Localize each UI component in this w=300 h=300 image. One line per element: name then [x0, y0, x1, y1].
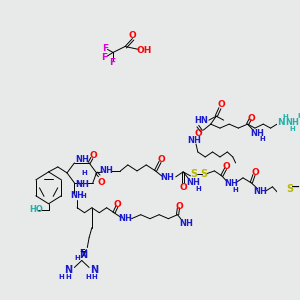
- Text: H: H: [195, 186, 201, 192]
- Text: S: S: [190, 169, 198, 179]
- Text: HN: HN: [195, 116, 208, 124]
- Text: H: H: [283, 114, 288, 120]
- Text: N: N: [277, 118, 285, 127]
- Text: N: N: [91, 266, 99, 275]
- Text: O: O: [90, 152, 98, 160]
- Text: H: H: [81, 193, 86, 199]
- Text: N: N: [80, 250, 88, 260]
- Text: O: O: [129, 31, 136, 40]
- Text: S: S: [286, 184, 293, 194]
- Text: O: O: [176, 202, 183, 211]
- Text: O: O: [251, 168, 259, 177]
- Text: O: O: [157, 155, 165, 164]
- Text: H: H: [58, 274, 64, 280]
- Text: F: F: [109, 58, 115, 67]
- Text: N: N: [64, 266, 72, 275]
- Text: NH: NH: [254, 187, 267, 196]
- Text: NH: NH: [285, 118, 299, 127]
- Text: HO: HO: [29, 205, 43, 214]
- Text: NH: NH: [75, 180, 89, 189]
- Text: H: H: [297, 113, 300, 119]
- Text: NH: NH: [179, 219, 193, 228]
- Text: O: O: [97, 178, 105, 187]
- Text: H: H: [92, 274, 98, 280]
- Text: NH: NH: [250, 129, 264, 138]
- Text: NH: NH: [75, 155, 89, 164]
- Text: NH: NH: [118, 214, 132, 223]
- Text: F: F: [101, 53, 107, 62]
- Text: H: H: [289, 126, 295, 132]
- Text: F: F: [102, 44, 108, 53]
- Text: H: H: [82, 170, 87, 176]
- Text: −: −: [291, 182, 300, 192]
- Text: O: O: [179, 183, 187, 192]
- Text: NH: NH: [99, 167, 112, 176]
- Text: H: H: [260, 136, 265, 142]
- Text: O: O: [114, 200, 122, 209]
- Text: NH: NH: [187, 136, 201, 145]
- Text: O: O: [248, 114, 255, 123]
- Text: NH: NH: [160, 173, 174, 182]
- Text: =: =: [79, 248, 85, 254]
- Text: NH: NH: [70, 191, 84, 200]
- Text: O: O: [223, 162, 230, 171]
- Text: S: S: [200, 169, 207, 179]
- Text: O: O: [218, 100, 226, 109]
- Text: H: H: [65, 274, 71, 280]
- Text: H: H: [74, 254, 80, 260]
- Text: H: H: [233, 187, 239, 193]
- Text: NH: NH: [224, 179, 238, 188]
- Text: H: H: [85, 274, 91, 280]
- Text: OH: OH: [137, 46, 152, 55]
- Text: O: O: [195, 129, 202, 138]
- Text: NH: NH: [186, 178, 200, 187]
